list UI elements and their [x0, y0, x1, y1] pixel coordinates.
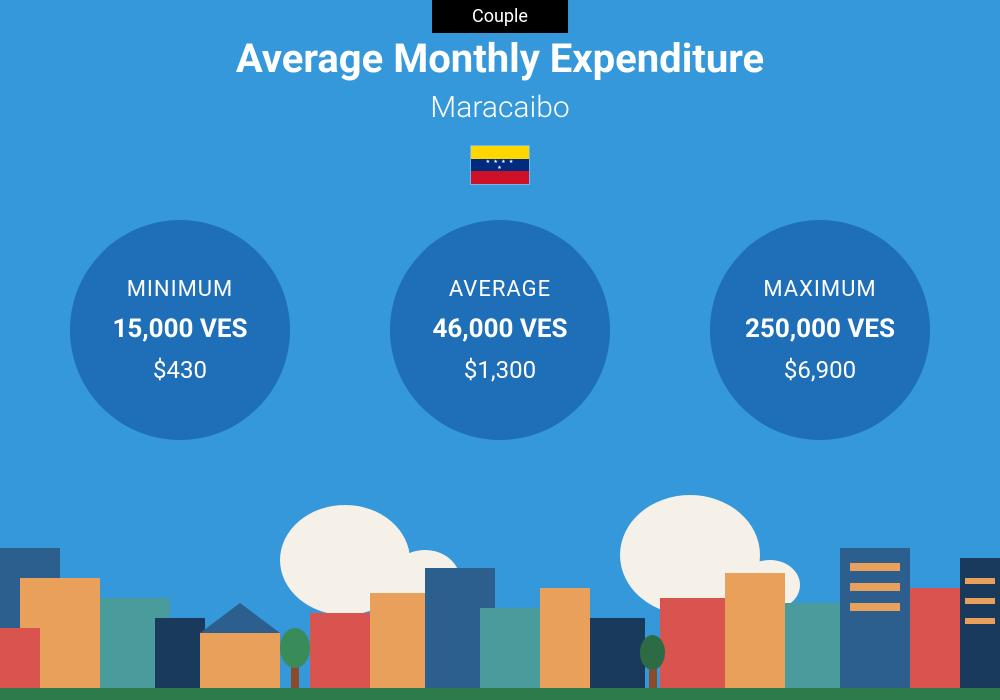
flag-stripe-bottom — [471, 171, 529, 184]
stats-container: MINIMUM 15,000 VES $430 AVERAGE 46,000 V… — [0, 220, 1000, 440]
stat-usd: $1,300 — [464, 356, 536, 384]
building-icon — [725, 573, 785, 688]
page-title: Average Monthly Expenditure — [0, 35, 1000, 82]
building-icon — [785, 603, 840, 688]
tree-icon — [280, 628, 310, 688]
cityscape-illustration — [0, 480, 1000, 700]
stat-label: MAXIMUM — [763, 277, 876, 302]
ground — [0, 688, 1000, 700]
stat-value: 250,000 VES — [745, 314, 895, 344]
stat-usd: $6,900 — [784, 356, 856, 384]
flag-stripe-top — [471, 146, 529, 159]
building-icon — [310, 613, 370, 688]
building-icon — [960, 558, 1000, 688]
flag-stripe-middle: ★ ★ ★ ★ ★ — [471, 159, 529, 172]
stat-circle-average: AVERAGE 46,000 VES $1,300 — [390, 220, 610, 440]
country-flag-icon: ★ ★ ★ ★ ★ — [470, 145, 530, 185]
building-icon — [0, 628, 40, 688]
city-name: Maracaibo — [0, 90, 1000, 125]
building-icon — [840, 548, 910, 688]
stat-label: MINIMUM — [127, 277, 234, 302]
flag-stars-icon: ★ ★ ★ ★ ★ — [486, 159, 515, 171]
building-icon — [660, 598, 725, 688]
category-badge: Couple — [432, 0, 568, 33]
stat-label: AVERAGE — [449, 277, 551, 302]
building-icon — [480, 608, 540, 688]
house-icon — [200, 633, 280, 688]
stat-circle-maximum: MAXIMUM 250,000 VES $6,900 — [710, 220, 930, 440]
building-icon — [540, 588, 590, 688]
stat-usd: $430 — [153, 356, 207, 384]
building-icon — [155, 618, 205, 688]
stat-value: 46,000 VES — [432, 314, 567, 344]
stat-value: 15,000 VES — [112, 314, 247, 344]
badge-label: Couple — [472, 6, 528, 27]
building-icon — [590, 618, 645, 688]
building-icon — [370, 593, 425, 688]
tree-icon — [640, 638, 665, 688]
stat-circle-minimum: MINIMUM 15,000 VES $430 — [70, 220, 290, 440]
